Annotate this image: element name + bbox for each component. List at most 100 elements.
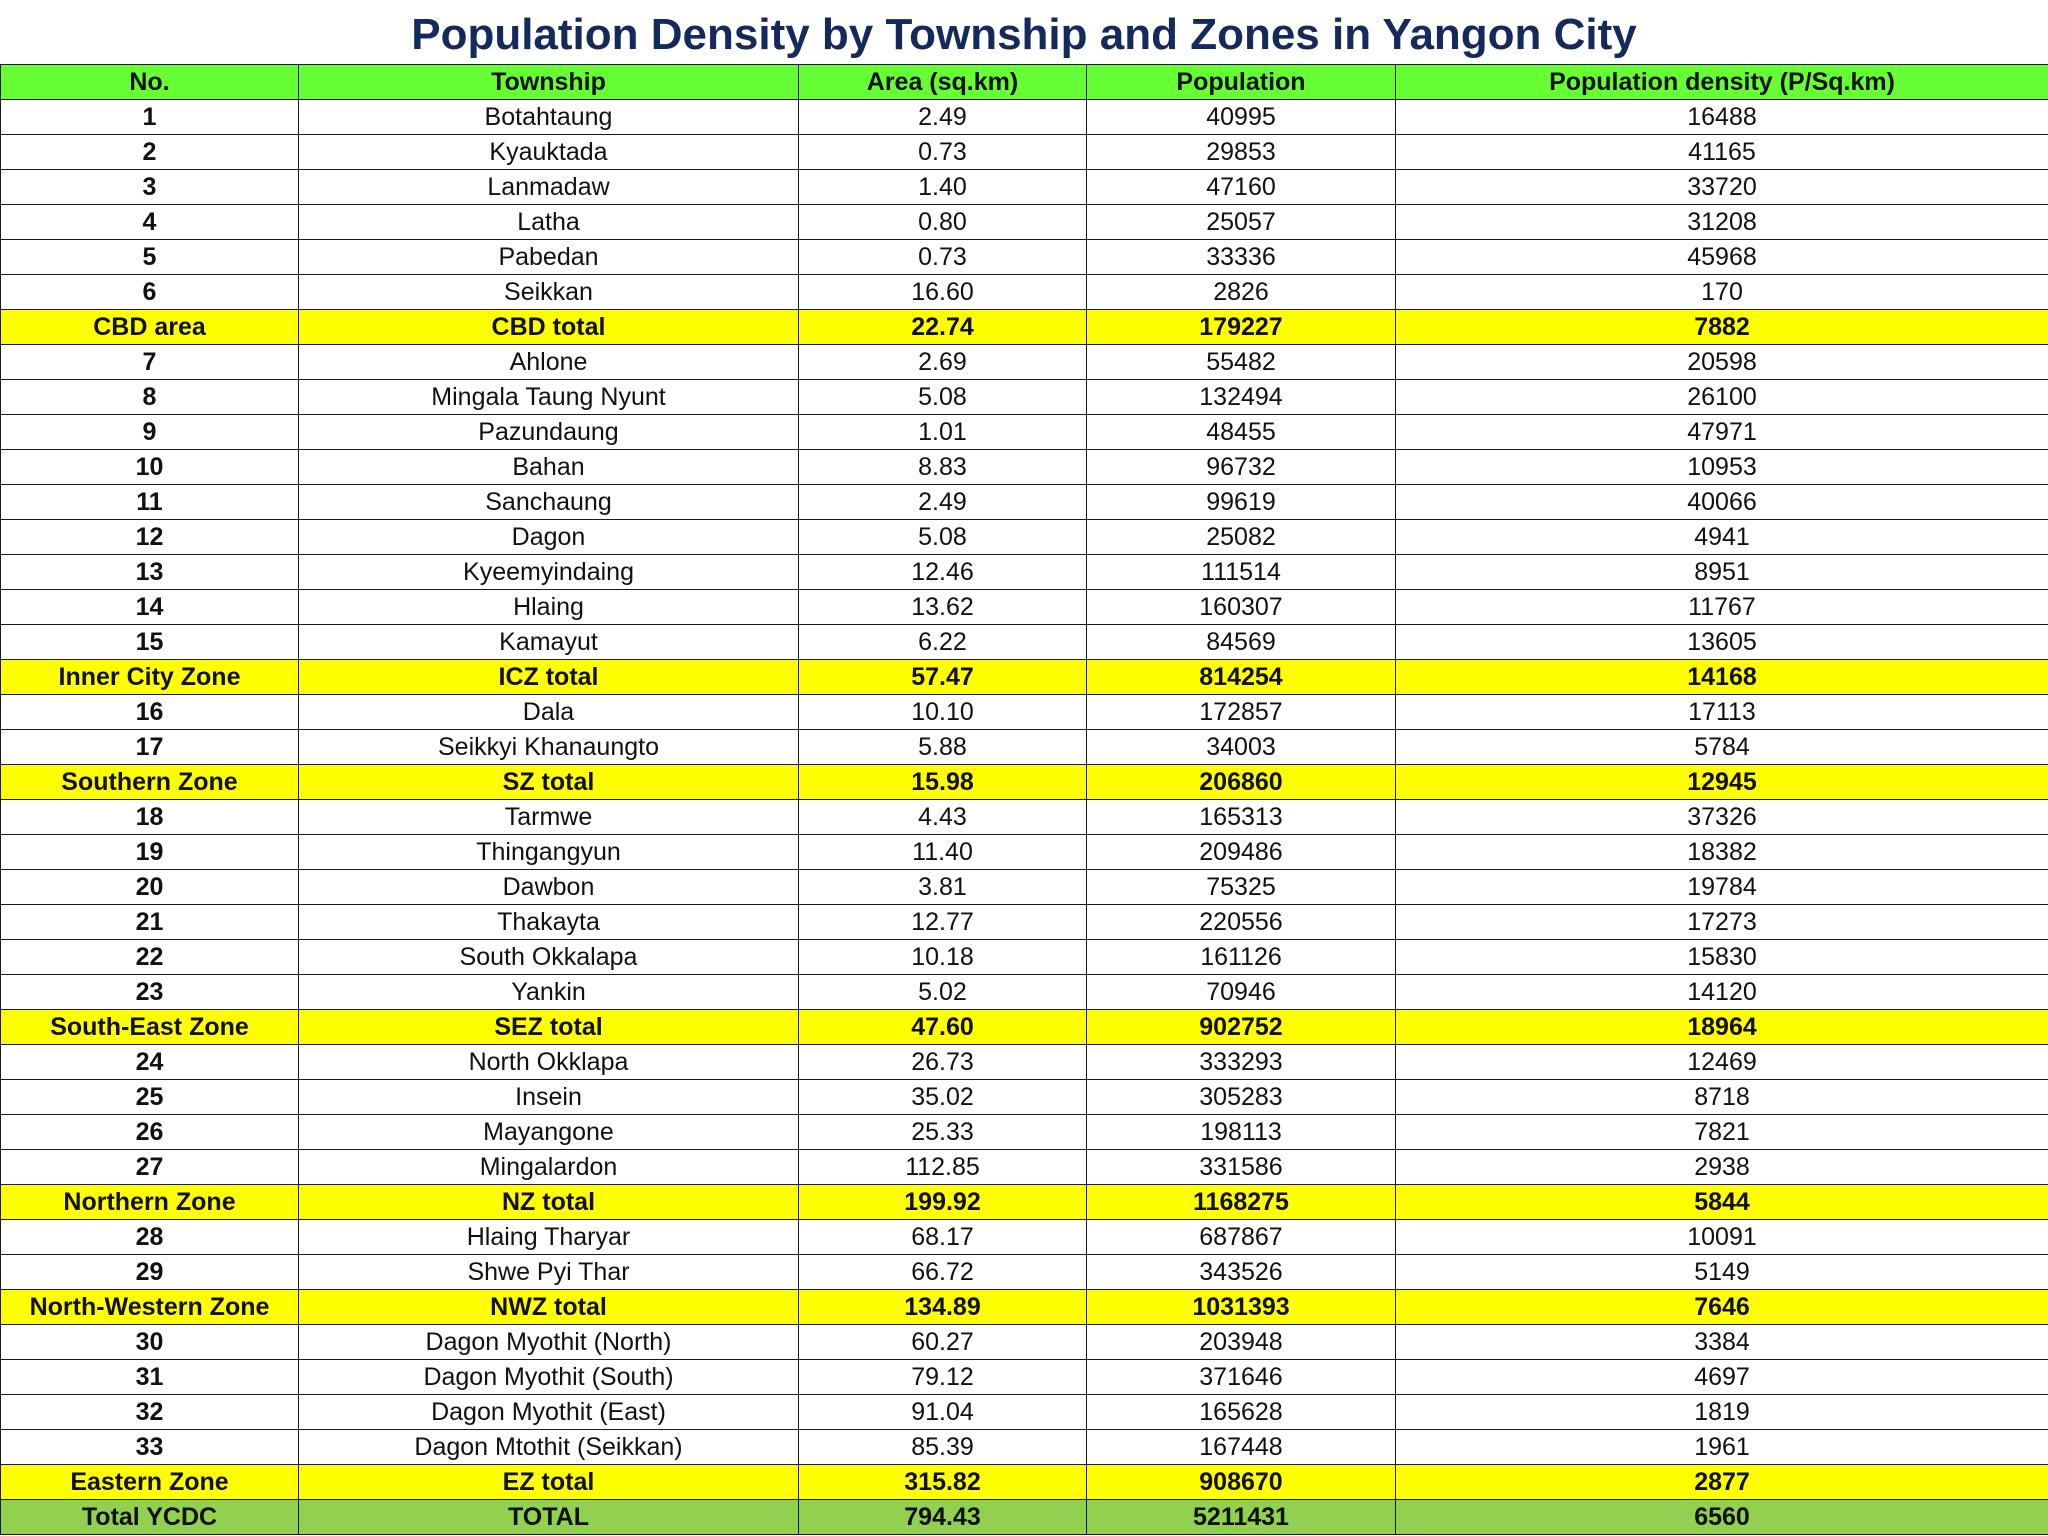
cell-no: 26 [0,1114,299,1150]
cell-density: 17273 [1395,904,2048,940]
cell-population: 165628 [1086,1394,1396,1430]
table-row: 3 Lanmadaw 1.40 47160 33720 [0,169,2048,205]
cell-no: 15 [0,624,299,660]
cell-area: 10.10 [798,694,1087,730]
cell-density: 2877 [1395,1464,2048,1500]
cell-area: 5.08 [798,519,1087,555]
cell-population: 371646 [1086,1359,1396,1395]
cell-population: 40995 [1086,99,1396,135]
cell-density: 20598 [1395,344,2048,380]
cell-density: 170 [1395,274,2048,310]
cell-township: Pabedan [298,239,799,275]
cell-township: CBD total [298,309,799,345]
cell-no: 13 [0,554,299,590]
zone-subtotal-row: Inner City Zone ICZ total 57.47 814254 14168 [0,659,2048,695]
header-population: Population [1086,64,1396,100]
cell-no: 9 [0,414,299,450]
cell-population: 99619 [1086,484,1396,520]
cell-township: Hlaing [298,589,799,625]
cell-population: 814254 [1086,659,1396,695]
table-header-row: No. Township Area (sq.km) Population Pop… [0,64,2048,100]
header-density: Population density (P/Sq.km) [1395,64,2048,100]
cell-density: 1819 [1395,1394,2048,1430]
table-row: 29 Shwe Pyi Thar 66.72 343526 5149 [0,1254,2048,1290]
cell-population: 96732 [1086,449,1396,485]
cell-area: 0.73 [798,134,1087,170]
cell-population: 48455 [1086,414,1396,450]
cell-township: Dala [298,694,799,730]
cell-area: 5.08 [798,379,1087,415]
cell-area: 68.17 [798,1219,1087,1255]
cell-area: 794.43 [798,1499,1087,1535]
cell-population: 160307 [1086,589,1396,625]
table-row: 27 Mingalardon 112.85 331586 2938 [0,1149,2048,1185]
cell-population: 331586 [1086,1149,1396,1185]
cell-no: Total YCDC [0,1499,299,1535]
cell-population: 25057 [1086,204,1396,240]
zone-subtotal-row: Northern Zone NZ total 199.92 1168275 5844 [0,1184,2048,1220]
cell-no: 6 [0,274,299,310]
cell-area: 57.47 [798,659,1087,695]
cell-township: Latha [298,204,799,240]
cell-population: 203948 [1086,1324,1396,1360]
table-row: 5 Pabedan 0.73 33336 45968 [0,239,2048,275]
table-row: 16 Dala 10.10 172857 17113 [0,694,2048,730]
table-row: 15 Kamayut 6.22 84569 13605 [0,624,2048,660]
cell-no: 17 [0,729,299,765]
cell-township: Tarmwe [298,799,799,835]
cell-density: 17113 [1395,694,2048,730]
cell-no: 5 [0,239,299,275]
cell-population: 5211431 [1086,1499,1396,1535]
cell-area: 79.12 [798,1359,1087,1395]
cell-township: Dagon Myothit (South) [298,1359,799,1395]
cell-area: 10.18 [798,939,1087,975]
cell-township: Bahan [298,449,799,485]
cell-area: 3.81 [798,869,1087,905]
cell-density: 4941 [1395,519,2048,555]
cell-no: 24 [0,1044,299,1080]
cell-area: 134.89 [798,1289,1087,1325]
cell-township: Shwe Pyi Thar [298,1254,799,1290]
cell-township: Dagon [298,519,799,555]
cell-no: CBD area [0,309,299,345]
cell-population: 179227 [1086,309,1396,345]
cell-population: 2826 [1086,274,1396,310]
cell-population: 34003 [1086,729,1396,765]
cell-density: 12945 [1395,764,2048,800]
cell-no: 1 [0,99,299,135]
cell-population: 1168275 [1086,1184,1396,1220]
zone-subtotal-row: North-Western Zone NWZ total 134.89 1031393… [0,1289,2048,1325]
cell-area: 13.62 [798,589,1087,625]
table-row: 1 Botahtaung 2.49 40995 16488 [0,99,2048,135]
header-area: Area (sq.km) [798,64,1087,100]
cell-area: 85.39 [798,1429,1087,1465]
cell-density: 41165 [1395,134,2048,170]
cell-population: 161126 [1086,939,1396,975]
cell-no: Southern Zone [0,764,299,800]
cell-area: 1.01 [798,414,1087,450]
cell-density: 3384 [1395,1324,2048,1360]
cell-density: 14168 [1395,659,2048,695]
cell-density: 15830 [1395,939,2048,975]
cell-township: Dagon Mtothit (Seikkan) [298,1429,799,1465]
cell-no: 23 [0,974,299,1010]
cell-area: 26.73 [798,1044,1087,1080]
cell-population: 70946 [1086,974,1396,1010]
cell-no: Inner City Zone [0,659,299,695]
cell-density: 14120 [1395,974,2048,1010]
cell-township: Mingalardon [298,1149,799,1185]
table-row: 11 Sanchaung 2.49 99619 40066 [0,484,2048,520]
table-body: 1 Botahtaung 2.49 40995 16488 2 Kyauktada 0.73 2… [0,99,2048,1535]
cell-no: 3 [0,169,299,205]
table-row: 14 Hlaing 13.62 160307 11767 [0,589,2048,625]
cell-area: 2.69 [798,344,1087,380]
cell-population: 333293 [1086,1044,1396,1080]
cell-density: 5844 [1395,1184,2048,1220]
cell-township: Mingala Taung Nyunt [298,379,799,415]
cell-population: 165313 [1086,799,1396,835]
cell-township: Ahlone [298,344,799,380]
table-row: 6 Seikkan 16.60 2826 170 [0,274,2048,310]
table-row: 8 Mingala Taung Nyunt 5.08 132494 26100 [0,379,2048,415]
cell-no: 32 [0,1394,299,1430]
cell-area: 12.46 [798,554,1087,590]
